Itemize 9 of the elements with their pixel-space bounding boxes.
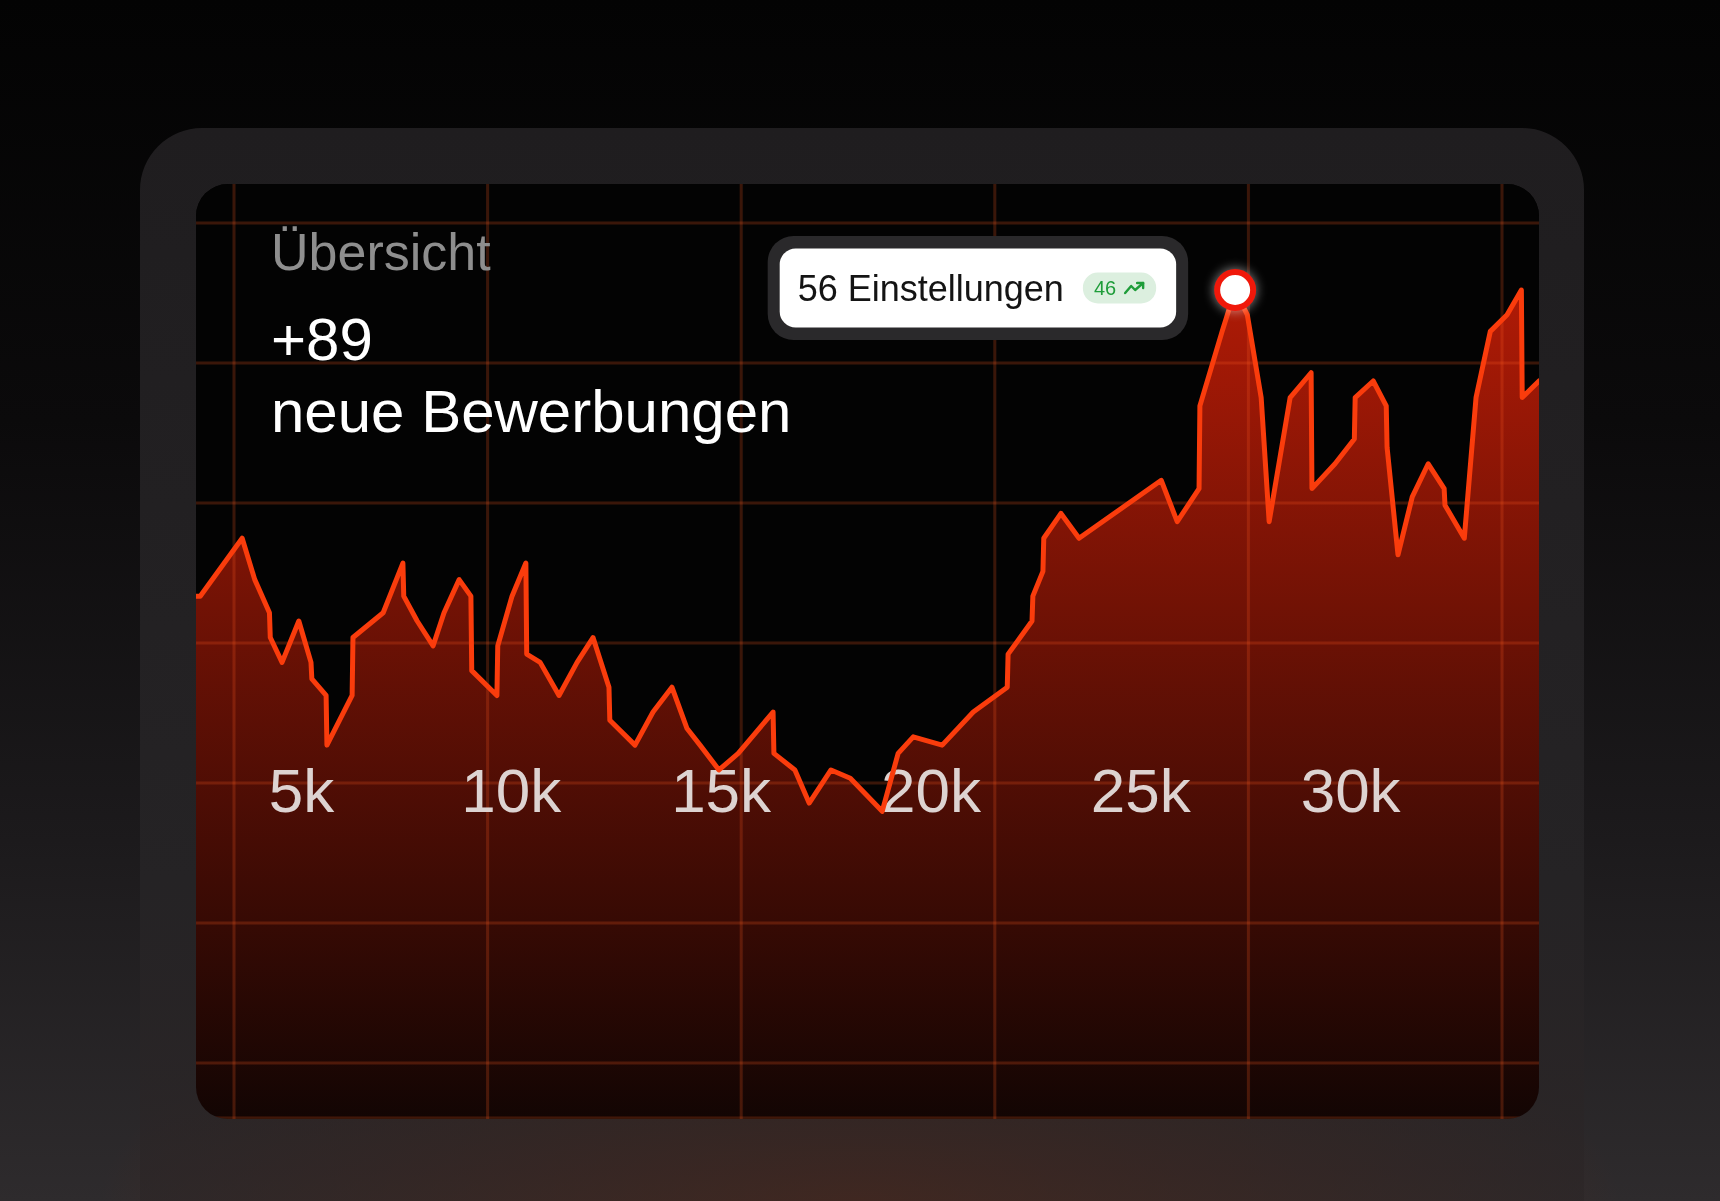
x-tick-label: 10k xyxy=(461,756,563,826)
x-tick-label: 25k xyxy=(1090,756,1192,826)
annotation: 46 xyxy=(1093,277,1117,299)
x-tick-label: 5k xyxy=(268,756,336,826)
x-tick-label: 15k xyxy=(671,756,773,826)
text: +89 neue Bewerbungen xyxy=(271,305,792,447)
chart-title: Übersicht xyxy=(271,222,491,282)
x-tick-label: 30k xyxy=(1300,756,1402,826)
annotation: 56 Einstellungen xyxy=(797,268,1064,309)
